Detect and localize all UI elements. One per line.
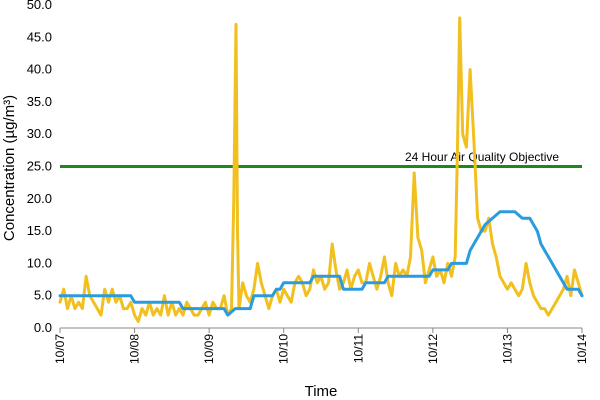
y-tick-label: 50.0 xyxy=(27,0,52,12)
y-axis-title: Concentration (µg/m³) xyxy=(1,95,18,241)
x-tick-label: 10/13 xyxy=(500,334,514,364)
y-tick-label: 30.0 xyxy=(27,126,52,141)
y-tick-label: 45.0 xyxy=(27,29,52,44)
x-axis-title: Time xyxy=(305,383,338,400)
y-tick-label: 10.0 xyxy=(27,255,52,270)
y-tick-label: 0.0 xyxy=(34,320,52,335)
y-tick-label: 25.0 xyxy=(27,159,52,174)
x-tick-label: 10/11 xyxy=(351,334,365,363)
x-tick-label: 10/08 xyxy=(128,334,142,364)
series-line-2 xyxy=(58,210,584,317)
y-tick-label: 20.0 xyxy=(27,191,52,206)
y-tick-label: 35.0 xyxy=(27,94,52,109)
y-axis-ticks: 0.0 5.0 10.0 15.0 20.0 25.0 30.0 35.0 40.0 45.0 50… xyxy=(27,0,52,335)
series-line-1 xyxy=(58,16,584,323)
x-tick-label: 10/07 xyxy=(53,334,67,364)
x-axis-ticks: 10/07 10/08 10/09 10/10 10/11 10/12 10/13 10/14 xyxy=(53,328,589,364)
x-tick-label: 10/09 xyxy=(202,334,216,364)
x-tick-label: 10/10 xyxy=(277,334,291,364)
x-tick-label: 10/12 xyxy=(426,334,440,364)
y-tick-label: 40.0 xyxy=(27,62,52,77)
y-tick-label: 5.0 xyxy=(34,288,52,303)
objective-group: 24 Hour Air Quality Objective xyxy=(60,150,582,168)
objective-label: 24 Hour Air Quality Objective xyxy=(405,150,559,164)
series-group xyxy=(58,16,584,323)
x-tick-label: 10/14 xyxy=(575,334,589,364)
y-tick-label: 15.0 xyxy=(27,223,52,238)
